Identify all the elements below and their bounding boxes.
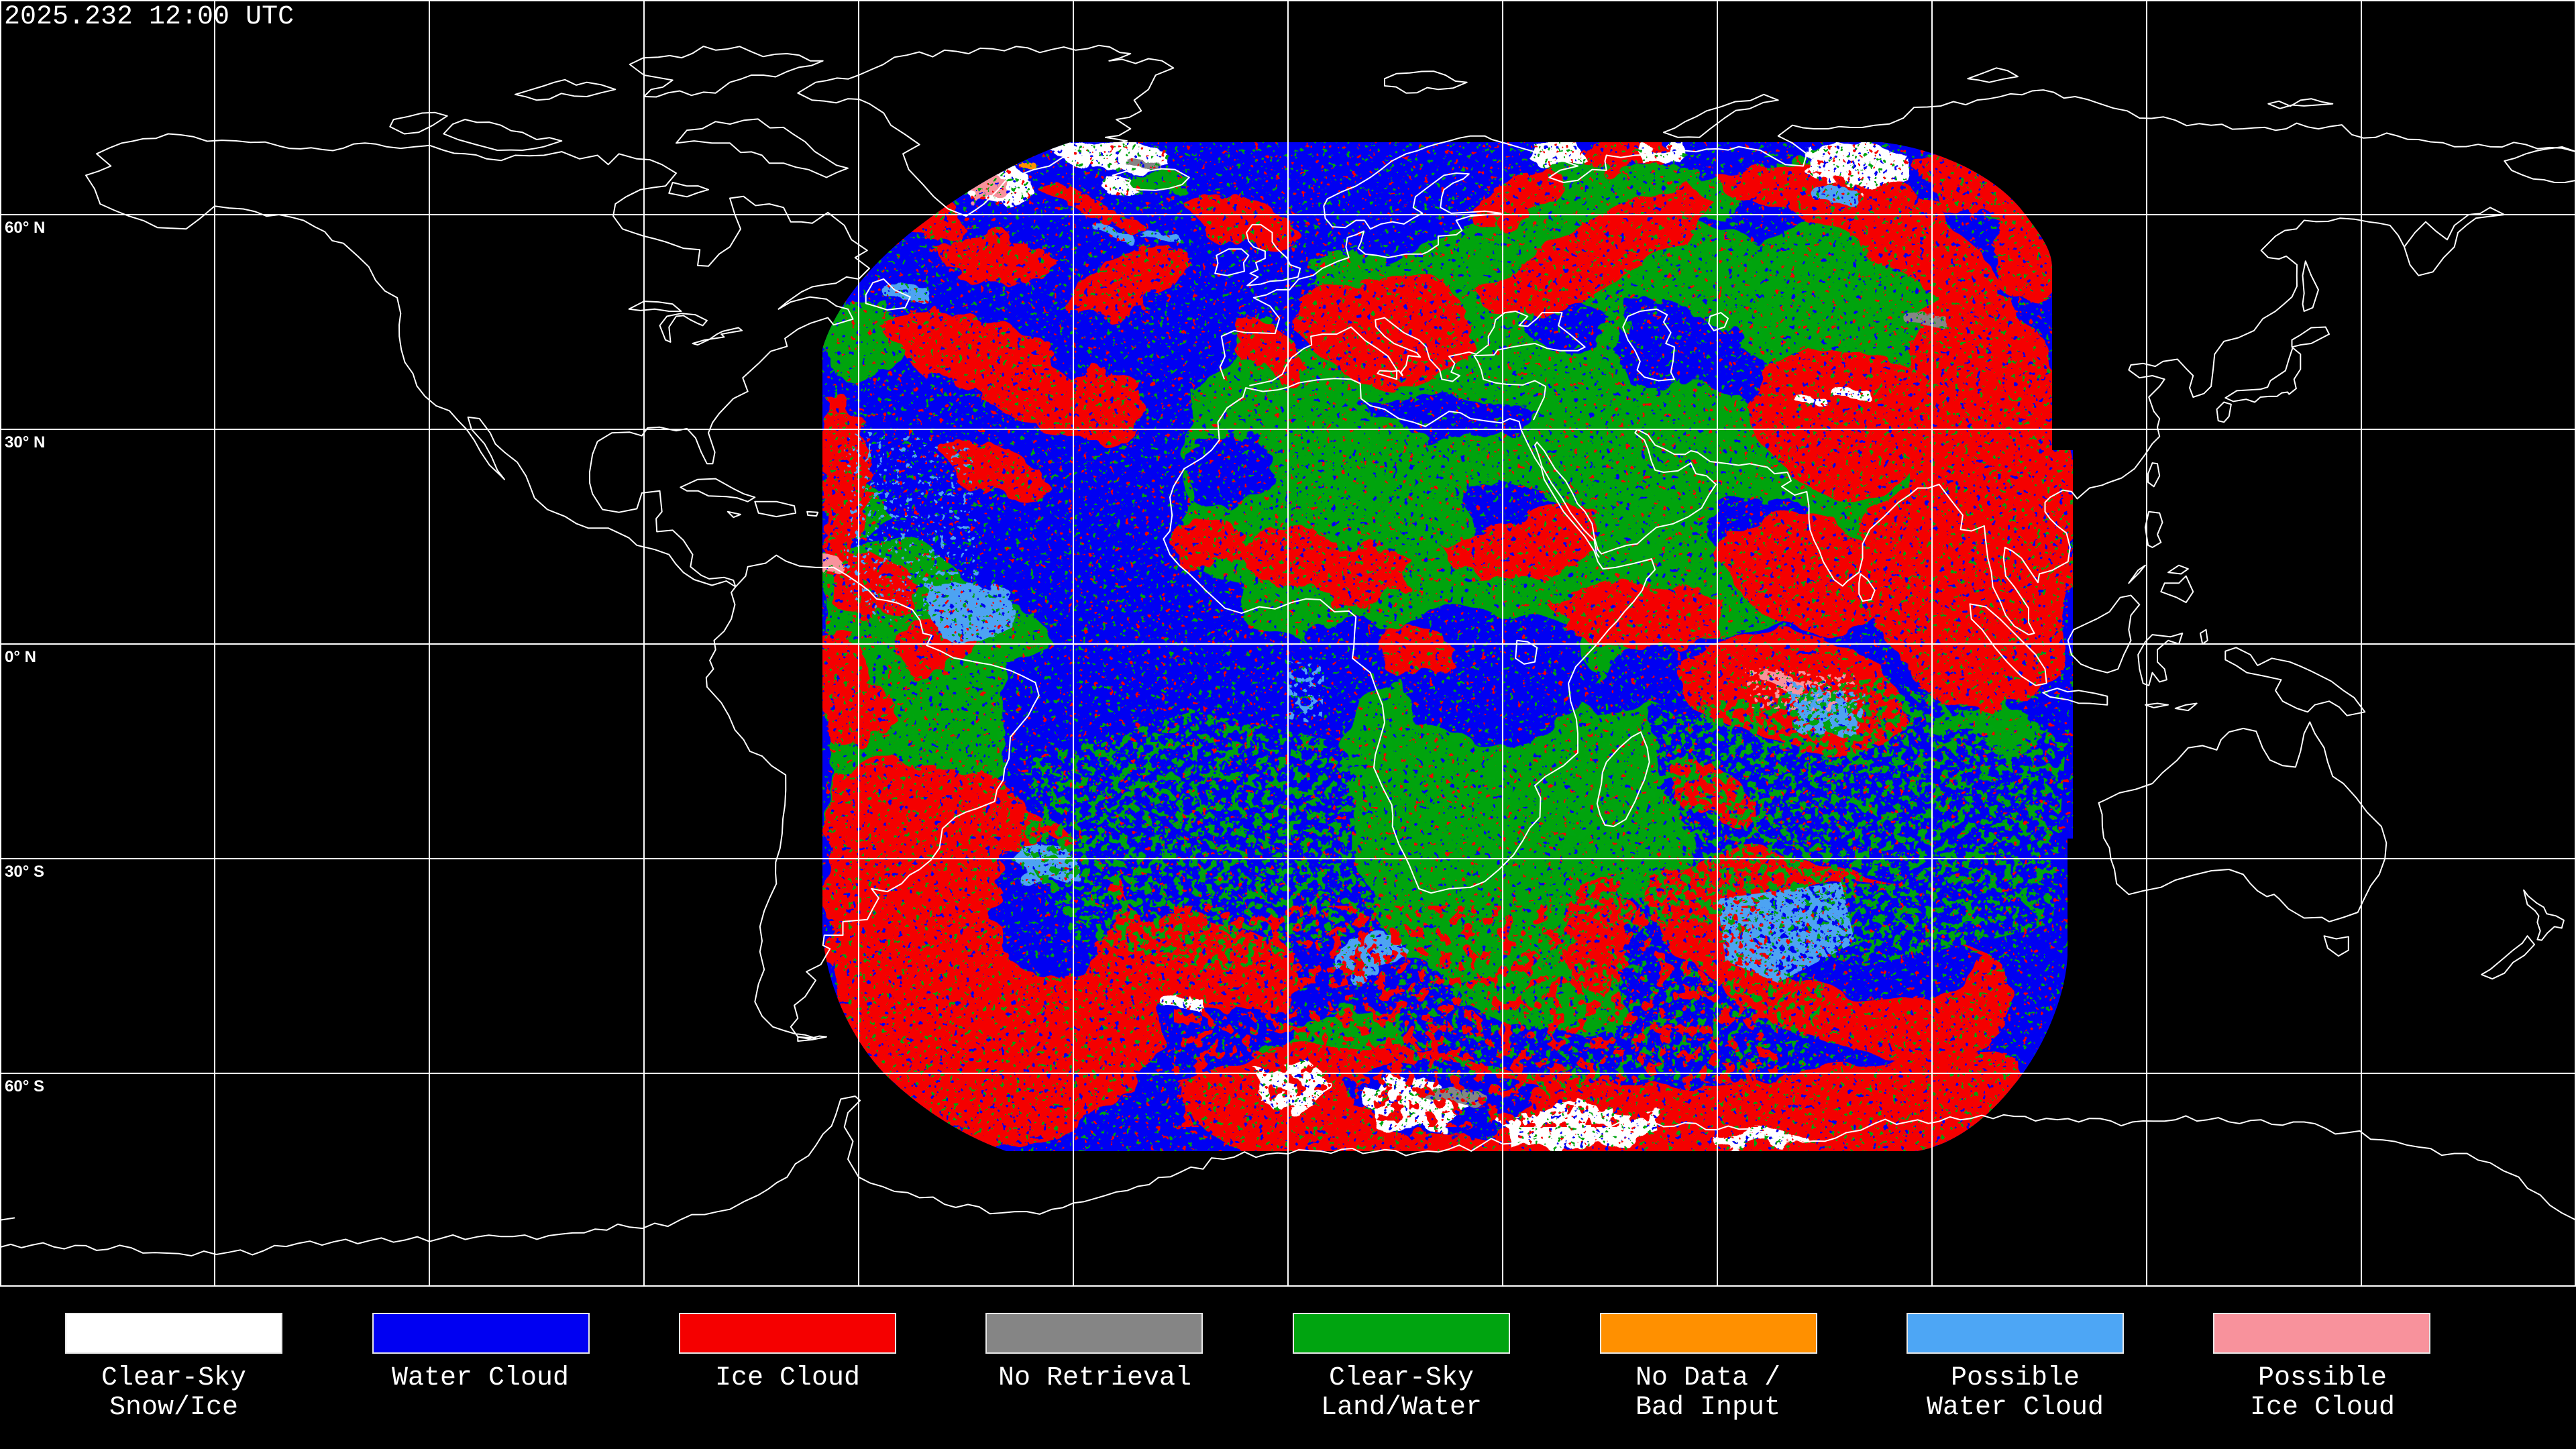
svg-text:No Retrieval: No Retrieval [998, 1363, 1191, 1393]
svg-text:30° N: 30° N [5, 433, 45, 451]
svg-text:Ice Cloud: Ice Cloud [715, 1363, 860, 1393]
svg-text:2025.232 12:00 UTC: 2025.232 12:00 UTC [4, 2, 294, 32]
svg-text:Water Cloud: Water Cloud [392, 1363, 569, 1393]
svg-text:30° S: 30° S [5, 863, 44, 881]
svg-text:No Data /: No Data / [1635, 1363, 1780, 1393]
svg-text:Snow/Ice: Snow/Ice [109, 1393, 238, 1423]
svg-text:Bad Input: Bad Input [1635, 1393, 1780, 1423]
svg-text:60° S: 60° S [5, 1077, 44, 1095]
svg-text:60° N: 60° N [5, 219, 45, 237]
svg-text:Ice Cloud: Ice Cloud [2250, 1393, 2395, 1423]
svg-text:0° N: 0° N [5, 648, 36, 666]
svg-text:Possible: Possible [2258, 1363, 2387, 1393]
svg-text:Water Cloud: Water Cloud [1927, 1393, 2104, 1423]
svg-text:Clear-Sky: Clear-Sky [1329, 1363, 1474, 1393]
svg-text:Possible: Possible [1951, 1363, 2080, 1393]
svg-text:Land/Water: Land/Water [1321, 1393, 1482, 1423]
svg-text:Clear-Sky: Clear-Sky [101, 1363, 246, 1393]
